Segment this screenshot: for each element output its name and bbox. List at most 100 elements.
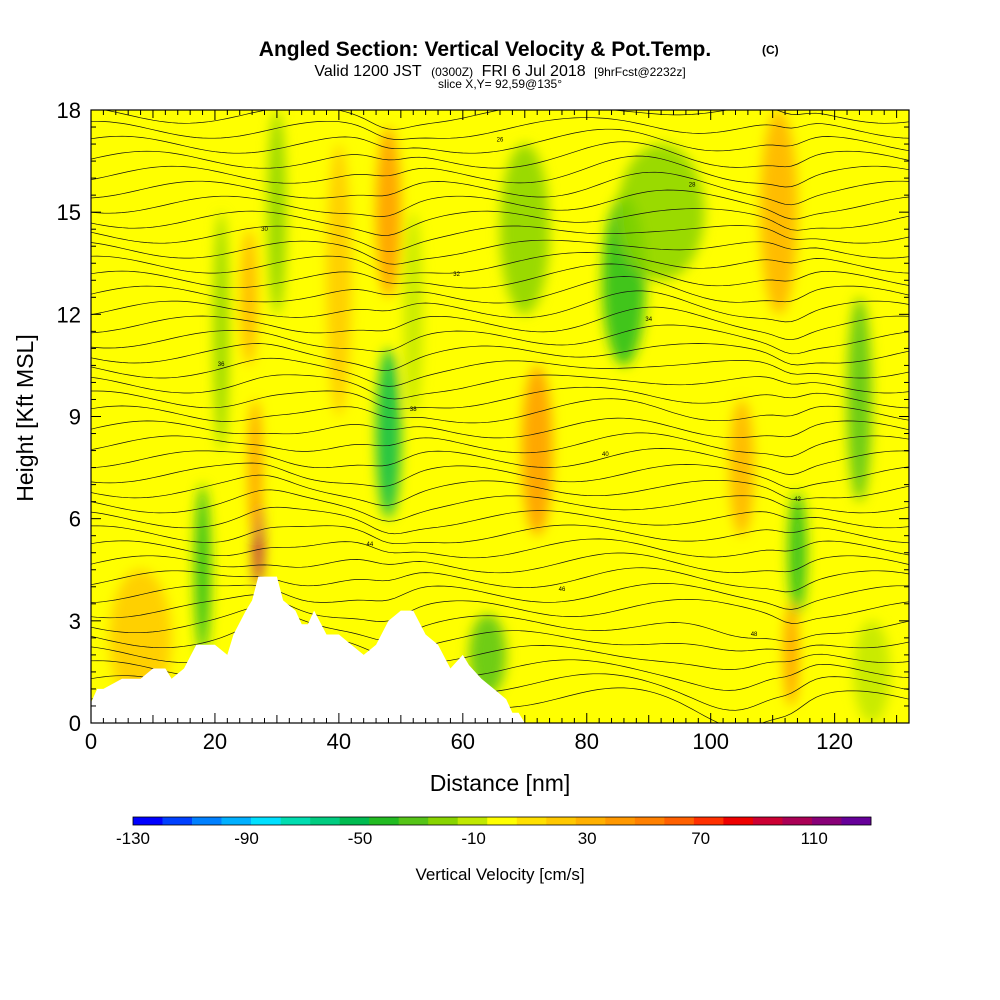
- colorbar-swatch: [310, 817, 340, 825]
- velocity-cell: [248, 399, 263, 536]
- velocity-cell: [194, 484, 211, 655]
- colorbar-swatch: [487, 817, 518, 825]
- x-axis-label: Distance [nm]: [430, 770, 571, 796]
- theta-contour: [91, 343, 909, 371]
- colorbar-swatch: [280, 817, 311, 825]
- theta-contour: [91, 506, 909, 535]
- subtitle-prefix: Valid 1200 JST: [314, 63, 422, 80]
- colorbar-tick-label: -50: [348, 829, 373, 848]
- velocity-cell: [729, 399, 755, 536]
- colorbar-swatch: [516, 817, 547, 825]
- colorbar-tick-label: -90: [234, 829, 259, 848]
- velocity-cell: [617, 144, 705, 281]
- velocity-cell: [213, 212, 229, 451]
- theta-contour: [91, 417, 909, 439]
- theta-contour: [91, 208, 909, 236]
- velocity-cell: [500, 144, 550, 315]
- theta-contour: [91, 128, 909, 154]
- theta-contour: [91, 386, 909, 410]
- colorbar-swatch: [811, 817, 842, 825]
- colorbar-tick-label: 70: [691, 829, 710, 848]
- y-tick-label: 15: [57, 200, 81, 225]
- y-tick-label: 9: [69, 405, 81, 430]
- theta-contour: [91, 252, 909, 275]
- y-axis-label: Height [Kft MSL]: [12, 334, 38, 501]
- colorbar-swatch: [693, 817, 724, 825]
- theta-contour: [91, 621, 909, 657]
- colorbar-swatch: [339, 817, 370, 825]
- theta-contour: [91, 594, 909, 624]
- theta-contour: [91, 374, 909, 400]
- velocity-cell: [376, 348, 401, 519]
- colorbar-swatch: [605, 817, 636, 825]
- subtitle-forecast: [9hrFcst@2232z]: [594, 65, 686, 79]
- theta-contour-label: 44: [367, 542, 374, 548]
- theta-contour: [91, 357, 909, 387]
- chart-slice-info: slice X,Y= 92,59@135°: [438, 77, 562, 91]
- colorbar-swatch: [575, 817, 606, 825]
- colorbar-swatch: [251, 817, 281, 825]
- chart-subtitle: Valid 1200 JST (0300Z) FRI 6 Jul 2018 [9…: [314, 63, 685, 80]
- x-tick-label: 40: [327, 729, 351, 754]
- subtitle-date: FRI 6 Jul 2018: [482, 63, 586, 80]
- theta-contour: [91, 189, 909, 220]
- theta-contour: [103, 110, 909, 130]
- colorbar: [132, 816, 872, 826]
- y-tick-label: 0: [69, 711, 81, 736]
- velocity-cell: [267, 110, 287, 315]
- velocity-cell: [760, 110, 798, 315]
- velocity-cell: [403, 212, 423, 417]
- velocity-cell: [326, 144, 352, 417]
- colorbar-label: Vertical Velocity [cm/s]: [415, 865, 584, 884]
- velocity-cell: [847, 297, 872, 502]
- colorbar-swatch: [664, 817, 695, 825]
- theta-contour: [91, 306, 909, 341]
- colorbar-swatch: [428, 817, 459, 825]
- theta-contour: [91, 538, 909, 559]
- theta-contour-label: 46: [559, 587, 566, 593]
- theta-contour-label: 34: [645, 317, 652, 323]
- x-tick-label: 100: [692, 729, 729, 754]
- theta-contour: [91, 398, 909, 424]
- colorbar-tick-label: -130: [116, 829, 150, 848]
- x-tick-label: 60: [451, 729, 475, 754]
- velocity-cell: [853, 620, 891, 723]
- theta-contour: [91, 524, 909, 545]
- theta-contour-label: 30: [261, 227, 268, 233]
- theta-contour: [91, 606, 909, 642]
- theta-contour-label: 42: [794, 497, 801, 503]
- x-tick-label: 120: [816, 729, 853, 754]
- theta-contour: [91, 474, 909, 506]
- chart-title: Angled Section: Vertical Velocity & Pot.…: [259, 38, 711, 61]
- colorbar-swatch: [457, 817, 488, 825]
- chart-title-mark: (C): [762, 43, 779, 57]
- colorbar-frame: [132, 816, 872, 826]
- theta-contour: [91, 582, 909, 610]
- colorbar-swatch: [192, 817, 222, 825]
- theta-contour: [91, 324, 909, 355]
- theta-contour: [91, 239, 909, 265]
- theta-contour: [91, 141, 909, 169]
- colorbar-swatch: [723, 817, 754, 825]
- theta-contour: [91, 290, 909, 323]
- y-tick-label: 18: [57, 98, 81, 123]
- colorbar-swatch: [546, 817, 577, 825]
- velocity-cell: [788, 491, 807, 615]
- plot-area: 50484644424038363432302826: [91, 110, 909, 723]
- colorbar-swatch: [752, 817, 783, 825]
- colorbar-swatch: [841, 817, 872, 825]
- colorbar-tick-label: 30: [578, 829, 597, 848]
- x-tick-label: 80: [575, 729, 599, 754]
- colorbar-swatch: [133, 817, 163, 825]
- theta-contour: [91, 263, 909, 289]
- velocity-cell: [521, 365, 553, 536]
- theta-contour-label: 36: [218, 362, 225, 368]
- velocity-features: [109, 110, 891, 723]
- theta-contour: [91, 432, 909, 458]
- theta-contour-label: 40: [602, 452, 609, 458]
- colorbar-tick-label: -10: [461, 829, 486, 848]
- theta-contour-label: 28: [689, 182, 696, 188]
- colorbar-swatch: [398, 817, 429, 825]
